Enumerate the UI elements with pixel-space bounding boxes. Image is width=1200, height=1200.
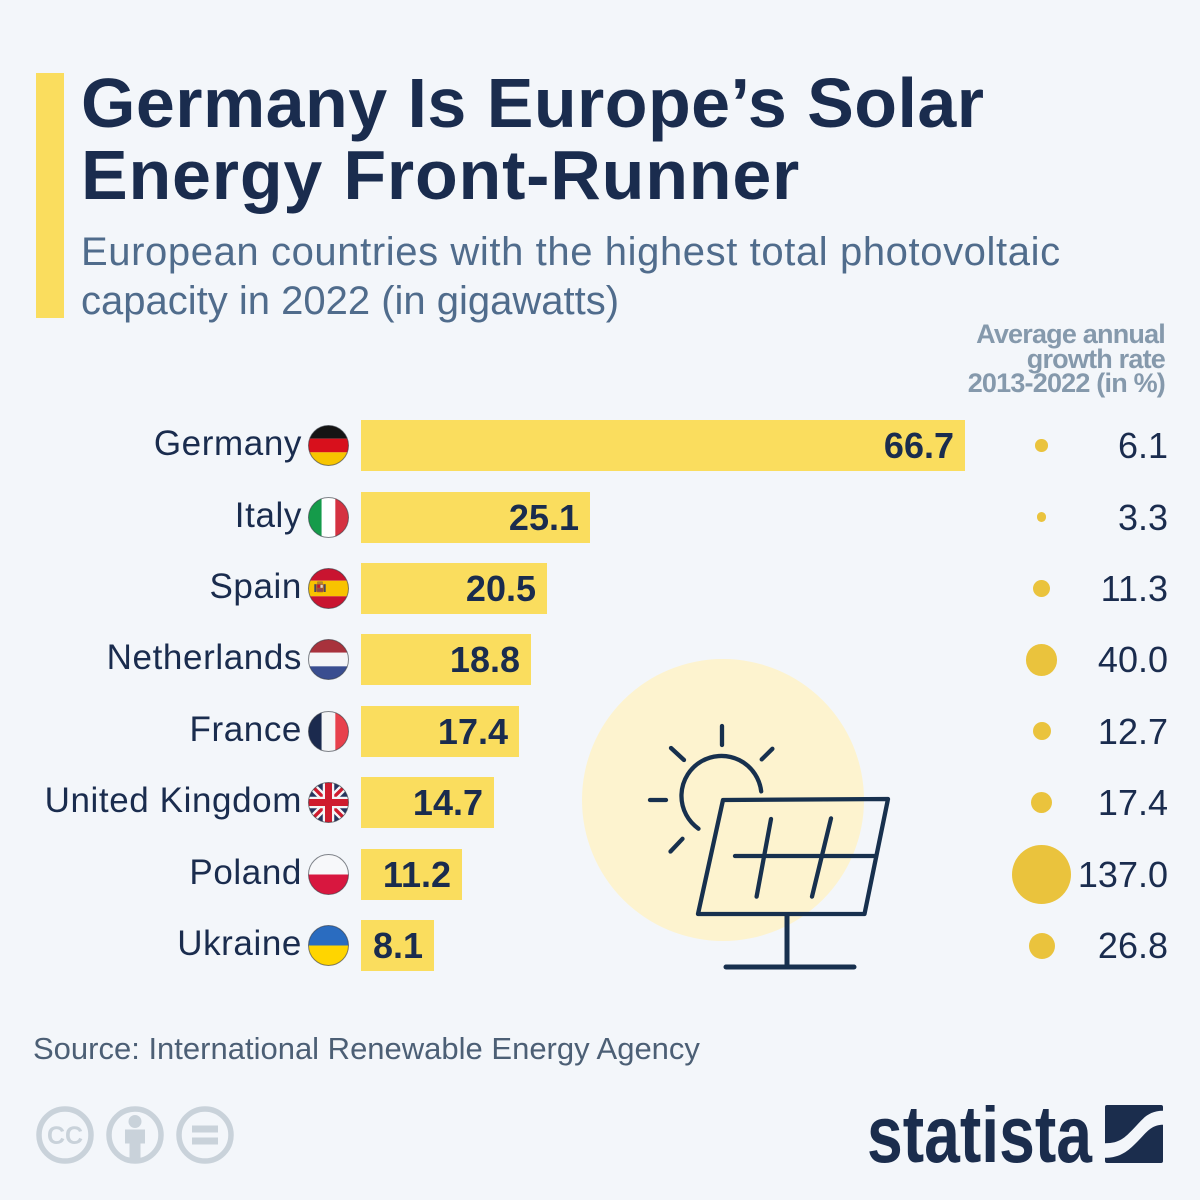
svg-text:CC: CC	[47, 1122, 83, 1150]
svg-text:statista: statista	[867, 1105, 1093, 1175]
